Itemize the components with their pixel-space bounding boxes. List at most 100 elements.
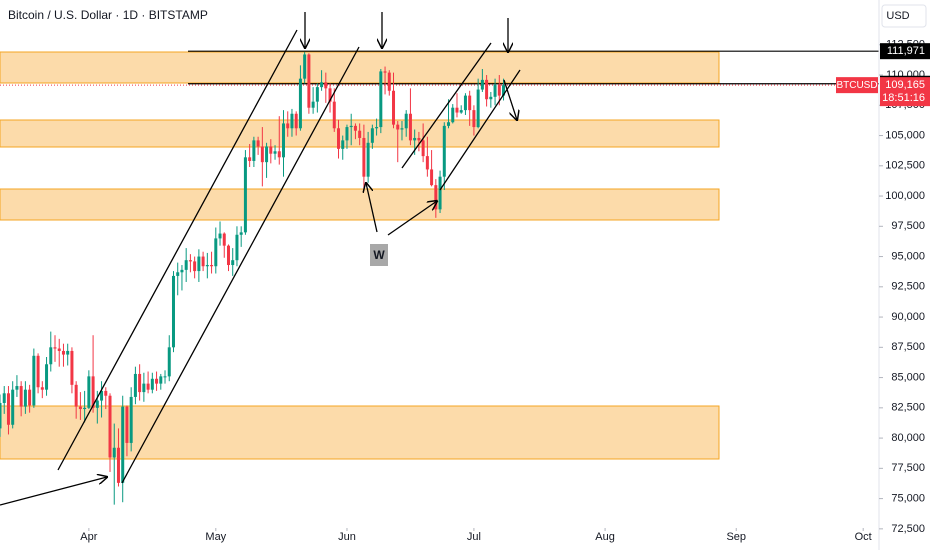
candle-body <box>66 350 70 355</box>
candle-body <box>434 185 438 210</box>
candle-body <box>53 347 57 349</box>
candle-body <box>404 113 408 129</box>
candle-body <box>442 125 446 177</box>
candle-body <box>298 78 302 129</box>
candle-body <box>11 389 15 425</box>
x-tick-label: May <box>205 531 226 543</box>
candle-body <box>231 260 235 266</box>
candle-body <box>353 125 357 131</box>
y-tick-label: 95,000 <box>891 250 925 262</box>
candle-body <box>248 157 252 161</box>
candle-body <box>222 233 226 246</box>
candle-body <box>125 406 129 443</box>
candle-body <box>49 347 53 365</box>
candle-body <box>311 101 315 108</box>
candle-body <box>108 395 112 458</box>
candle-body <box>159 376 163 384</box>
candle-body <box>281 123 285 158</box>
candle-body <box>57 348 61 351</box>
candle-body <box>171 275 175 348</box>
y-tick-label: 92,500 <box>891 281 925 293</box>
candle-body <box>23 389 27 407</box>
candle-body <box>337 128 341 149</box>
zones <box>0 51 720 460</box>
support-zone <box>0 188 720 221</box>
candle-body <box>74 384 78 407</box>
candle-body <box>430 169 434 186</box>
y-tick-label: 102,500 <box>885 160 925 172</box>
annotation: W <box>373 248 385 262</box>
candle-body <box>489 96 493 100</box>
chart-title: Bitcoin / U.S. Dollar · 1D · BITSTAMP <box>8 8 208 22</box>
candle-body <box>375 127 379 129</box>
currency-button[interactable] <box>881 4 927 28</box>
candle-body <box>332 101 336 129</box>
countdown: 18:51:16 <box>882 92 925 104</box>
channel-line <box>121 46 360 484</box>
candle-body <box>392 90 396 125</box>
candle-body <box>2 393 6 403</box>
candle-body <box>290 113 294 129</box>
candle-body <box>218 233 222 239</box>
candle-body <box>197 256 201 272</box>
candle-body <box>180 269 184 273</box>
candle-body <box>294 113 298 129</box>
currency[interactable]: USD <box>886 10 909 22</box>
candle-body <box>502 85 506 96</box>
candle-body <box>104 390 108 396</box>
y-tick-label: 85,000 <box>891 371 925 383</box>
candle-body <box>19 386 23 407</box>
y-tick-label: 97,500 <box>891 220 925 232</box>
axes: 72,500 75,000 77,500 80,000 82,500 85,000 87,5… <box>80 39 930 543</box>
candle-body <box>116 447 120 483</box>
y-tick-label: 105,000 <box>885 129 925 141</box>
x-tick-label: Sep <box>726 531 746 543</box>
candle-body <box>163 376 167 378</box>
channel-line <box>57 29 298 471</box>
level-label: 111,971 <box>887 45 925 57</box>
candle-body <box>142 383 146 393</box>
candle-body <box>366 142 370 177</box>
candle-body <box>451 107 455 123</box>
symbol-label: BTCUSD <box>836 80 877 91</box>
candle-body <box>210 265 214 267</box>
candle-body <box>91 376 95 408</box>
candle-body <box>362 137 366 177</box>
candle-body <box>468 95 472 111</box>
arrow <box>387 201 437 236</box>
candle-body <box>387 72 391 91</box>
candle-body <box>286 123 290 129</box>
candle-body <box>83 407 87 410</box>
candle-body <box>226 245 230 266</box>
candle-body <box>188 260 192 262</box>
x-tick-label: Apr <box>80 531 97 543</box>
candle-body <box>184 260 188 270</box>
candle-body <box>455 107 459 113</box>
candle-body <box>303 54 307 79</box>
candle-body <box>358 130 362 138</box>
candle-body <box>193 261 197 272</box>
candle-body <box>6 393 10 425</box>
candle-body <box>239 232 243 235</box>
candle-body <box>328 88 332 102</box>
candle-body <box>476 89 480 128</box>
candle-body <box>32 355 36 406</box>
candle-body <box>307 54 311 108</box>
candle-body <box>341 140 345 149</box>
candle-body <box>205 265 209 267</box>
y-tick-label: 100,000 <box>885 190 925 202</box>
candle-body <box>15 386 19 390</box>
candle-body <box>413 137 417 141</box>
candle-body <box>28 389 32 406</box>
candle-body <box>480 79 484 90</box>
candle-body <box>379 71 383 128</box>
candle-body <box>100 390 104 401</box>
y-tick-label: 75,000 <box>891 492 925 504</box>
candle-body <box>273 151 277 154</box>
last-price-label: 109,165 <box>885 79 925 91</box>
candle-body <box>345 127 349 141</box>
candle-body <box>324 82 328 89</box>
candle-body <box>315 87 319 102</box>
candle-body <box>61 350 65 355</box>
